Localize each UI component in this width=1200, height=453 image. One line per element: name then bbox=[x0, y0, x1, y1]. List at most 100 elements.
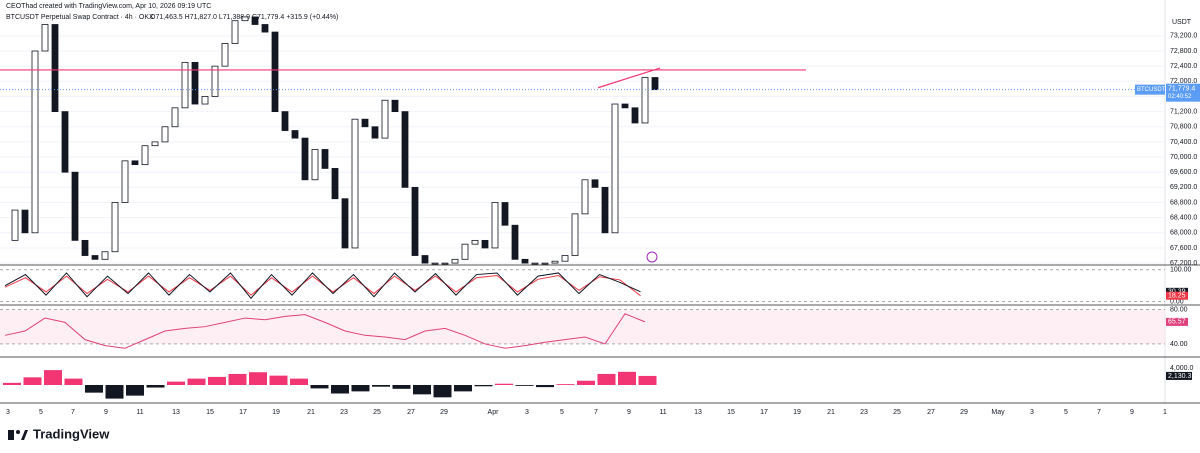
candle bbox=[601, 186, 609, 234]
candle bbox=[491, 202, 499, 249]
candle bbox=[431, 262, 439, 265]
candle bbox=[611, 103, 619, 234]
candle bbox=[71, 171, 79, 241]
candle bbox=[351, 118, 359, 249]
macd-bar bbox=[23, 377, 42, 385]
x-tick-label: 7 bbox=[594, 409, 598, 416]
rsi-line bbox=[4, 313, 646, 349]
x-tick-label: 5 bbox=[560, 409, 564, 416]
x-tick-label: 9 bbox=[1130, 409, 1134, 416]
currency: USDT bbox=[1172, 19, 1192, 26]
macd-bar bbox=[351, 384, 370, 392]
x-tick-label: 15 bbox=[206, 409, 214, 416]
macd-bar bbox=[536, 384, 554, 388]
stoch-k bbox=[4, 272, 641, 300]
x-tick-label: 11 bbox=[136, 409, 143, 416]
candle bbox=[311, 149, 319, 181]
candle bbox=[441, 262, 449, 265]
candle bbox=[241, 16, 249, 22]
y-tick-label: 68,800.0 bbox=[1170, 199, 1197, 206]
candle bbox=[81, 239, 89, 256]
y-tick-label: 71,200.0 bbox=[1170, 108, 1197, 115]
candle bbox=[201, 96, 209, 105]
y-tick-label: 72,000.0 bbox=[1170, 78, 1197, 85]
x-tick-label: May bbox=[991, 409, 1005, 416]
candle bbox=[41, 24, 49, 52]
candle bbox=[61, 111, 69, 173]
candle bbox=[401, 111, 409, 188]
x-tick-label: 7 bbox=[1097, 409, 1101, 416]
candle bbox=[141, 145, 149, 166]
x-tick-label: 3 bbox=[6, 409, 10, 416]
candle bbox=[121, 160, 129, 203]
candle bbox=[581, 179, 589, 215]
x-tick-label: 11 bbox=[659, 409, 666, 416]
trendline bbox=[597, 67, 661, 89]
y-tick-label: 70,000.0 bbox=[1170, 154, 1197, 161]
candle bbox=[461, 243, 469, 260]
macd-bar bbox=[146, 384, 165, 388]
y-tick-label: 67,200.0 bbox=[1170, 260, 1197, 267]
symbol-tag: BTCUSDT.P bbox=[1137, 87, 1170, 93]
candle bbox=[21, 209, 29, 234]
candle bbox=[221, 43, 229, 67]
y-tick-label: 67,600.0 bbox=[1170, 245, 1197, 252]
candle bbox=[451, 258, 459, 264]
candle bbox=[91, 255, 99, 260]
macd-bar bbox=[85, 384, 103, 393]
candle bbox=[571, 213, 579, 256]
macd-bar bbox=[249, 372, 267, 385]
x-tick-label: 3 bbox=[525, 409, 529, 416]
candle bbox=[101, 251, 109, 260]
candle bbox=[561, 255, 569, 262]
candle bbox=[471, 239, 479, 245]
macd-bar bbox=[618, 371, 636, 385]
candle bbox=[521, 258, 529, 264]
macd-bar bbox=[413, 384, 431, 395]
candle bbox=[251, 16, 259, 25]
candle bbox=[411, 186, 419, 256]
macd-bar bbox=[167, 381, 185, 385]
candle bbox=[261, 24, 269, 33]
x-tick-label: 3 bbox=[1030, 409, 1034, 416]
candle bbox=[381, 99, 389, 139]
event-icon[interactable] bbox=[646, 251, 658, 263]
x-tick-label: 5 bbox=[39, 409, 43, 416]
macd-bar bbox=[187, 378, 206, 385]
x-tick-label: 19 bbox=[272, 409, 280, 416]
macd-bar bbox=[208, 376, 226, 385]
candle bbox=[591, 179, 599, 188]
candle bbox=[321, 149, 329, 169]
candle bbox=[331, 168, 339, 200]
y-tick-label: 68,000.0 bbox=[1170, 230, 1197, 237]
value-tag: 2,130.3 bbox=[1168, 373, 1191, 380]
y-tick-label: 68,400.0 bbox=[1170, 215, 1197, 222]
x-tick-label: 27 bbox=[407, 409, 415, 416]
candle bbox=[111, 202, 119, 253]
candle bbox=[151, 141, 159, 147]
candle bbox=[11, 209, 19, 241]
x-tick-label: 29 bbox=[440, 409, 448, 416]
x-tick-label: 13 bbox=[694, 409, 702, 416]
candle bbox=[271, 31, 279, 113]
candle bbox=[511, 224, 519, 260]
candle bbox=[131, 160, 139, 166]
y-tick-label: 100.00 bbox=[1170, 267, 1192, 274]
macd-bar bbox=[290, 378, 308, 385]
symbol: BTCUSDT Perpetual Swap Contract · 4h · O… bbox=[6, 14, 154, 21]
macd-bar bbox=[372, 384, 390, 387]
y-tick-label: 72,400.0 bbox=[1170, 63, 1197, 70]
candle bbox=[171, 107, 179, 128]
price-tag-bg bbox=[1166, 83, 1200, 102]
y-tick-label: 40.00 bbox=[1170, 341, 1188, 348]
candle bbox=[191, 61, 199, 105]
y-tick-label: 69,600.0 bbox=[1170, 169, 1197, 176]
candle bbox=[301, 137, 309, 181]
candle bbox=[371, 126, 379, 139]
candle bbox=[161, 126, 169, 143]
countdown: 02:40:52 bbox=[1168, 94, 1192, 100]
x-tick-label: 13 bbox=[172, 409, 180, 416]
value-tag-bg bbox=[1166, 317, 1188, 326]
